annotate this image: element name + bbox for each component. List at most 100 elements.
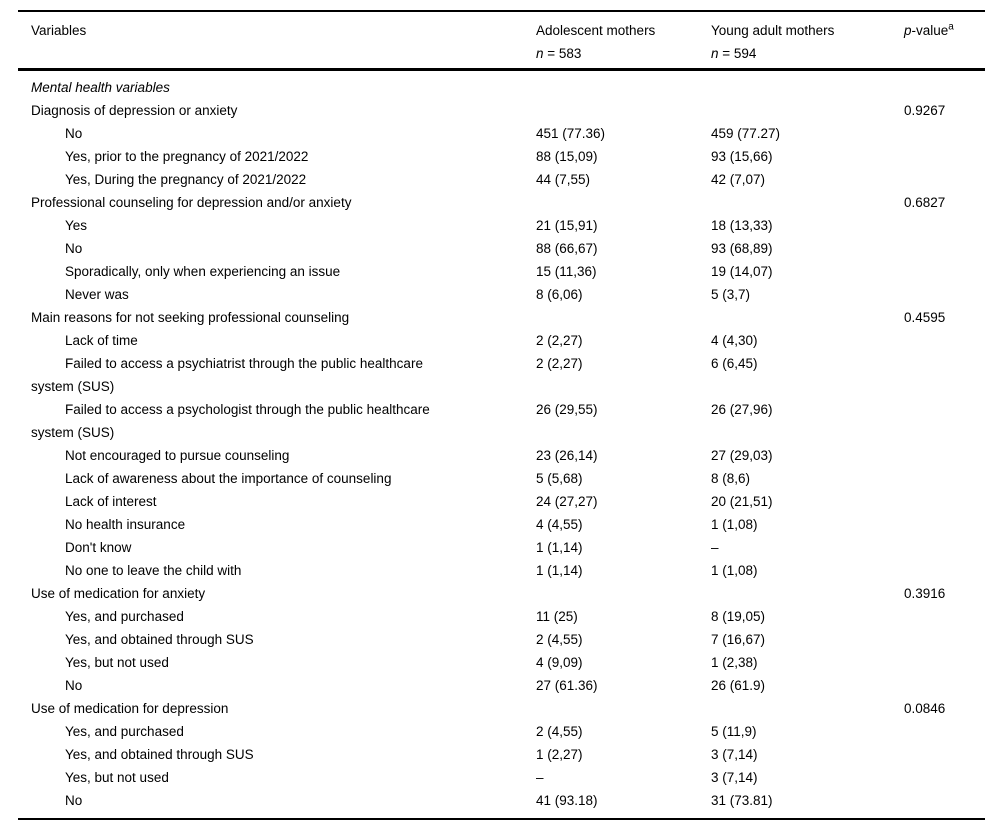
row-label: Not encouraged to pursue counseling	[65, 448, 290, 463]
adolescent-mothers-value: 21 (15,91)	[536, 218, 598, 233]
row-label: Yes, and purchased	[65, 609, 184, 624]
young-adult-mothers-value: 3 (7,14)	[711, 770, 758, 785]
table-row: Yes, but not used 4 (9,09) 1 (2,38)	[31, 651, 985, 674]
p-value	[904, 260, 985, 283]
row-label: Yes, but not used	[65, 770, 169, 785]
adolescent-mothers-value: 23 (26,14)	[536, 448, 598, 463]
table-row: Never was 8 (6,06) 5 (3,7)	[31, 283, 985, 306]
p-value	[904, 76, 985, 99]
row-label: No	[65, 126, 83, 141]
adolescent-mothers-value: 451 (77.36)	[536, 126, 606, 141]
adolescent-mothers-value: 41 (93.18)	[536, 793, 598, 808]
adolescent-mothers-value: 15 (11,36)	[536, 264, 597, 279]
adolescent-mothers-value: 26 (29,55)	[536, 402, 598, 417]
young-adult-mothers-value: 93 (68,89)	[711, 241, 773, 256]
table-row: No one to leave the child with 1 (1,14) …	[31, 559, 985, 582]
young-adult-mothers-value: 1 (2,38)	[711, 655, 758, 670]
table-header-row: Variables Adolescent mothers n = 583 You…	[18, 12, 985, 71]
table-row: Yes, and purchased 2 (4,55) 5 (11,9)	[31, 720, 985, 743]
row-label: Never was	[65, 287, 129, 302]
adolescent-mothers-value	[536, 582, 711, 605]
table-row: Yes, and obtained through SUS 1 (2,27) 3…	[31, 743, 985, 766]
young-adult-mothers-value	[711, 99, 904, 122]
row-label: No health insurance	[65, 517, 186, 532]
young-adult-mothers-value: 3 (7,14)	[711, 747, 758, 762]
header-adolescent-mothers: Adolescent mothers n = 583	[536, 19, 711, 65]
row-label: Yes, but not used	[65, 655, 169, 670]
adolescent-mothers-value: 11 (25)	[536, 609, 578, 624]
young-adult-mothers-value: 31 (73.81)	[711, 793, 773, 808]
row-label: No	[65, 241, 83, 256]
p-value	[904, 444, 985, 467]
table-row: Use of medication for anxiety 0.3916	[31, 582, 985, 605]
table-row: Lack of interest 24 (27,27) 20 (21,51)	[31, 490, 985, 513]
header-variables-label: Variables	[31, 23, 87, 38]
table-row: Yes 21 (15,91) 18 (13,33)	[31, 214, 985, 237]
table-row: Not encouraged to pursue counseling 23 (…	[31, 444, 985, 467]
young-adult-mothers-value: 1 (1,08)	[711, 563, 758, 578]
adolescent-mothers-value: 2 (4,55)	[536, 724, 583, 739]
row-label: Yes, During the pregnancy of 2021/2022	[65, 172, 307, 187]
table-row: Yes, but not used – 3 (7,14)	[31, 766, 985, 789]
adolescent-mothers-value: 2 (2,27)	[536, 356, 583, 371]
row-label: Main reasons for not seeking professiona…	[31, 310, 350, 325]
table-row: Sporadically, only when experiencing an …	[31, 260, 985, 283]
row-label: Mental health variables	[31, 80, 170, 95]
table-body: Mental health variables Diagnosis of dep…	[18, 71, 985, 818]
row-label: Lack of interest	[65, 494, 157, 509]
row-label: Sporadically, only when experiencing an …	[65, 264, 341, 279]
table-row: Lack of awareness about the importance o…	[31, 467, 985, 490]
table-row: Lack of time 2 (2,27) 4 (4,30)	[31, 329, 985, 352]
table-row: Yes, and purchased 11 (25) 8 (19,05)	[31, 605, 985, 628]
row-label: Lack of time	[65, 333, 138, 348]
row-label: Don't know	[65, 540, 132, 555]
p-value	[904, 651, 985, 674]
young-adult-mothers-value: 6 (6,45)	[711, 356, 758, 371]
young-adult-mothers-value: 27 (29,03)	[711, 448, 773, 463]
p-value	[904, 789, 985, 812]
young-adult-mothers-value: 93 (15,66)	[711, 149, 773, 164]
young-adult-mothers-value: 7 (16,67)	[711, 632, 766, 647]
table-row: Main reasons for not seeking professiona…	[31, 306, 985, 329]
p-value	[904, 720, 985, 743]
young-adult-mothers-value: –	[711, 540, 719, 555]
p-value: 0.6827	[904, 195, 946, 210]
adolescent-mothers-value: –	[536, 770, 544, 785]
table-row: Don't know 1 (1,14) –	[31, 536, 985, 559]
adolescent-mothers-value: 1 (1,14)	[536, 540, 583, 555]
p-value	[904, 605, 985, 628]
header-young-adult-mothers-name: Young adult mothers	[711, 23, 835, 38]
p-value: 0.3916	[904, 586, 946, 601]
young-adult-mothers-value: 459 (77.27)	[711, 126, 781, 141]
young-adult-mothers-value: 26 (27,96)	[711, 402, 773, 417]
table-row: No 451 (77.36) 459 (77.27)	[31, 122, 985, 145]
adolescent-mothers-value: 8 (6,06)	[536, 287, 583, 302]
row-label: Yes, and purchased	[65, 724, 184, 739]
p-value	[904, 145, 985, 168]
young-adult-mothers-value	[711, 697, 904, 720]
adolescent-mothers-value: 24 (27,27)	[536, 494, 598, 509]
adolescent-mothers-value: 88 (15,09)	[536, 149, 598, 164]
table-row: Yes, and obtained through SUS 2 (4,55) 7…	[31, 628, 985, 651]
p-value	[904, 283, 985, 306]
young-adult-mothers-value: 26 (61.9)	[711, 678, 766, 693]
adolescent-mothers-value: 4 (4,55)	[536, 517, 583, 532]
row-label: Professional counseling for depression a…	[31, 195, 352, 210]
adolescent-mothers-value: 1 (1,14)	[536, 563, 583, 578]
young-adult-mothers-value	[711, 191, 904, 214]
p-value: 0.0846	[904, 701, 946, 716]
adolescent-mothers-value: 5 (5,68)	[536, 471, 583, 486]
p-value: 0.4595	[904, 310, 946, 325]
table-row: Mental health variables	[31, 76, 985, 99]
young-adult-mothers-value	[711, 306, 904, 329]
row-label: Yes, prior to the pregnancy of 2021/2022	[65, 149, 309, 164]
p-value	[904, 329, 985, 352]
adolescent-mothers-value: 88 (66,67)	[536, 241, 598, 256]
row-label: Failed to access a psychiatrist through …	[31, 356, 423, 394]
row-label: Yes, and obtained through SUS	[65, 747, 254, 762]
young-adult-mothers-value: 1 (1,08)	[711, 517, 758, 532]
adolescent-mothers-value	[536, 191, 711, 214]
row-label: Diagnosis of depression or anxiety	[31, 103, 238, 118]
table-row: Yes, prior to the pregnancy of 2021/2022…	[31, 145, 985, 168]
adolescent-mothers-value: 2 (4,55)	[536, 632, 583, 647]
